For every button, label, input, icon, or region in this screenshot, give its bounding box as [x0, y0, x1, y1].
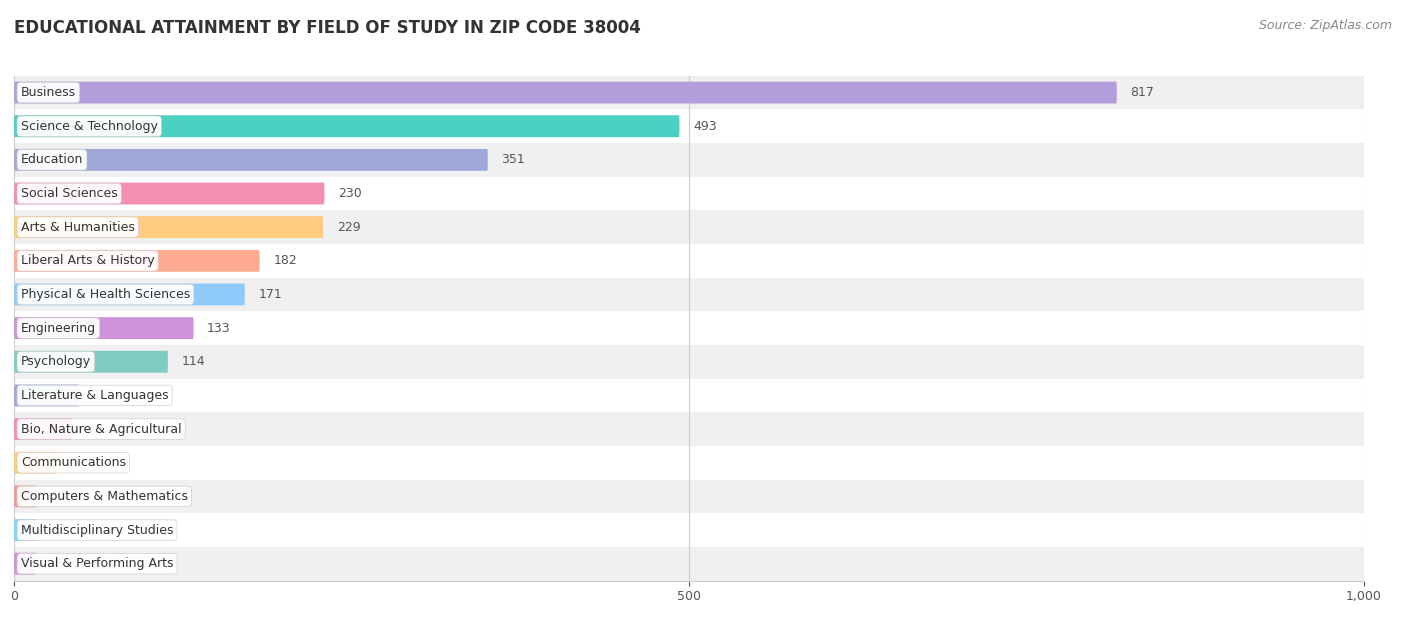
Text: Source: ZipAtlas.com: Source: ZipAtlas.com	[1258, 19, 1392, 32]
Text: Arts & Humanities: Arts & Humanities	[21, 221, 135, 233]
FancyBboxPatch shape	[14, 182, 325, 204]
Text: 182: 182	[273, 254, 297, 268]
Text: Engineering: Engineering	[21, 322, 96, 334]
Text: 17: 17	[51, 490, 66, 503]
Text: Computers & Mathematics: Computers & Mathematics	[21, 490, 188, 503]
Text: 171: 171	[259, 288, 283, 301]
FancyBboxPatch shape	[14, 76, 1364, 109]
Text: 48: 48	[93, 389, 108, 402]
FancyBboxPatch shape	[14, 177, 1364, 210]
FancyBboxPatch shape	[14, 216, 323, 238]
FancyBboxPatch shape	[14, 480, 1364, 513]
Text: Liberal Arts & History: Liberal Arts & History	[21, 254, 155, 268]
FancyBboxPatch shape	[14, 553, 35, 575]
FancyBboxPatch shape	[14, 115, 679, 137]
FancyBboxPatch shape	[14, 513, 1364, 547]
Text: 817: 817	[1130, 86, 1154, 99]
Text: Literature & Languages: Literature & Languages	[21, 389, 169, 402]
FancyBboxPatch shape	[14, 81, 1116, 103]
Text: Education: Education	[21, 153, 83, 167]
FancyBboxPatch shape	[14, 345, 1364, 379]
Text: Business: Business	[21, 86, 76, 99]
FancyBboxPatch shape	[14, 143, 1364, 177]
Text: 229: 229	[336, 221, 360, 233]
Text: Multidisciplinary Studies: Multidisciplinary Studies	[21, 524, 173, 536]
Text: 133: 133	[207, 322, 231, 334]
FancyBboxPatch shape	[14, 412, 1364, 446]
FancyBboxPatch shape	[14, 283, 245, 305]
FancyBboxPatch shape	[14, 149, 488, 171]
FancyBboxPatch shape	[14, 485, 37, 507]
Text: 351: 351	[502, 153, 524, 167]
FancyBboxPatch shape	[14, 311, 1364, 345]
Text: 230: 230	[337, 187, 361, 200]
FancyBboxPatch shape	[14, 452, 58, 474]
FancyBboxPatch shape	[14, 250, 260, 272]
Text: 493: 493	[693, 120, 717, 133]
Text: Bio, Nature & Agricultural: Bio, Nature & Agricultural	[21, 423, 181, 435]
Text: Science & Technology: Science & Technology	[21, 120, 157, 133]
Text: EDUCATIONAL ATTAINMENT BY FIELD OF STUDY IN ZIP CODE 38004: EDUCATIONAL ATTAINMENT BY FIELD OF STUDY…	[14, 19, 641, 37]
Text: 43: 43	[86, 423, 101, 435]
FancyBboxPatch shape	[14, 244, 1364, 278]
Text: 114: 114	[181, 355, 205, 369]
FancyBboxPatch shape	[14, 379, 1364, 412]
FancyBboxPatch shape	[14, 547, 1364, 581]
FancyBboxPatch shape	[14, 446, 1364, 480]
FancyBboxPatch shape	[14, 384, 79, 406]
FancyBboxPatch shape	[14, 278, 1364, 311]
FancyBboxPatch shape	[14, 317, 194, 339]
Text: 17: 17	[51, 524, 66, 536]
FancyBboxPatch shape	[14, 351, 167, 373]
Text: Physical & Health Sciences: Physical & Health Sciences	[21, 288, 190, 301]
FancyBboxPatch shape	[14, 418, 72, 440]
FancyBboxPatch shape	[14, 109, 1364, 143]
Text: Visual & Performing Arts: Visual & Performing Arts	[21, 557, 173, 570]
FancyBboxPatch shape	[14, 210, 1364, 244]
Text: 32: 32	[70, 456, 87, 469]
Text: Social Sciences: Social Sciences	[21, 187, 118, 200]
FancyBboxPatch shape	[14, 519, 37, 541]
Text: 16: 16	[49, 557, 65, 570]
Text: Communications: Communications	[21, 456, 125, 469]
Text: Psychology: Psychology	[21, 355, 91, 369]
